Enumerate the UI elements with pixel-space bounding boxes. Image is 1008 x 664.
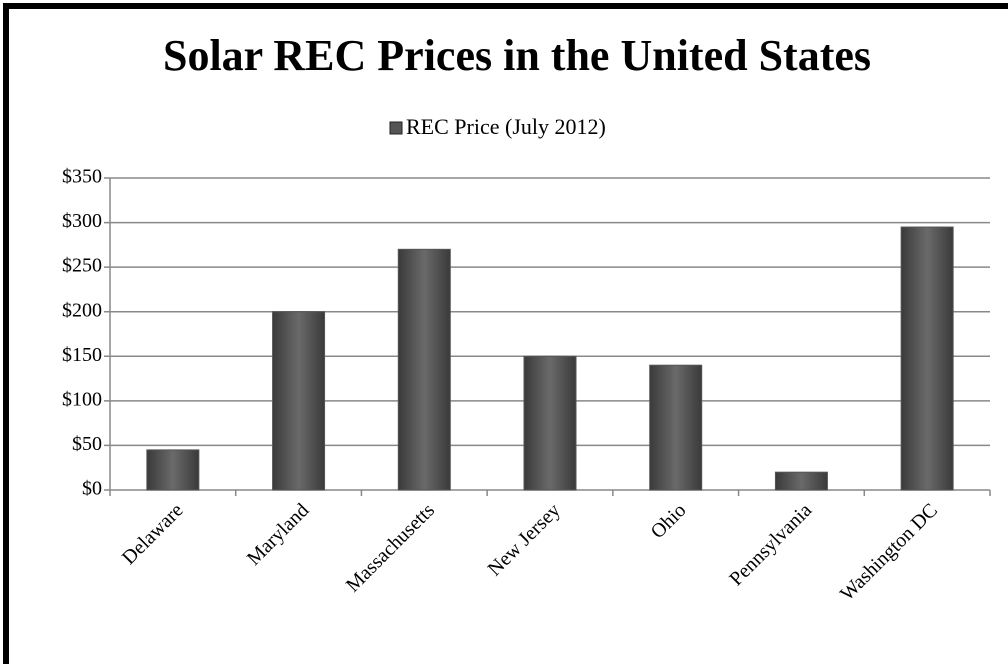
x-tick-label: Ohio	[647, 499, 691, 543]
chart-title: Solar REC Prices in the United States	[163, 31, 871, 80]
bar	[523, 355, 577, 491]
bar	[397, 248, 451, 491]
y-tick-label: $150	[62, 344, 102, 366]
x-tick-label: New Jersey	[484, 499, 565, 580]
bar	[900, 226, 954, 491]
x-tick-label: Pennsylvania	[725, 499, 816, 590]
y-tick-label: $200	[62, 299, 102, 321]
y-tick-label: $250	[62, 255, 102, 277]
x-tick-label: Massachusetts	[342, 499, 439, 596]
frame	[3, 3, 1008, 664]
bar	[774, 471, 828, 491]
y-tick-label: $50	[72, 433, 102, 455]
x-tick-label: Delaware	[118, 499, 188, 569]
legend-label: REC Price (July 2012)	[406, 114, 606, 139]
bar	[146, 449, 200, 491]
y-tick-label: $100	[62, 388, 102, 410]
bar	[272, 311, 326, 491]
y-tick-label: $0	[82, 478, 102, 500]
x-tick-label: Washington DC	[836, 499, 942, 605]
y-tick-label: $350	[62, 166, 102, 188]
y-tick-label: $300	[62, 210, 102, 232]
legend-swatch	[389, 121, 403, 135]
bar	[649, 364, 703, 491]
x-tick-label: Maryland	[243, 499, 314, 570]
